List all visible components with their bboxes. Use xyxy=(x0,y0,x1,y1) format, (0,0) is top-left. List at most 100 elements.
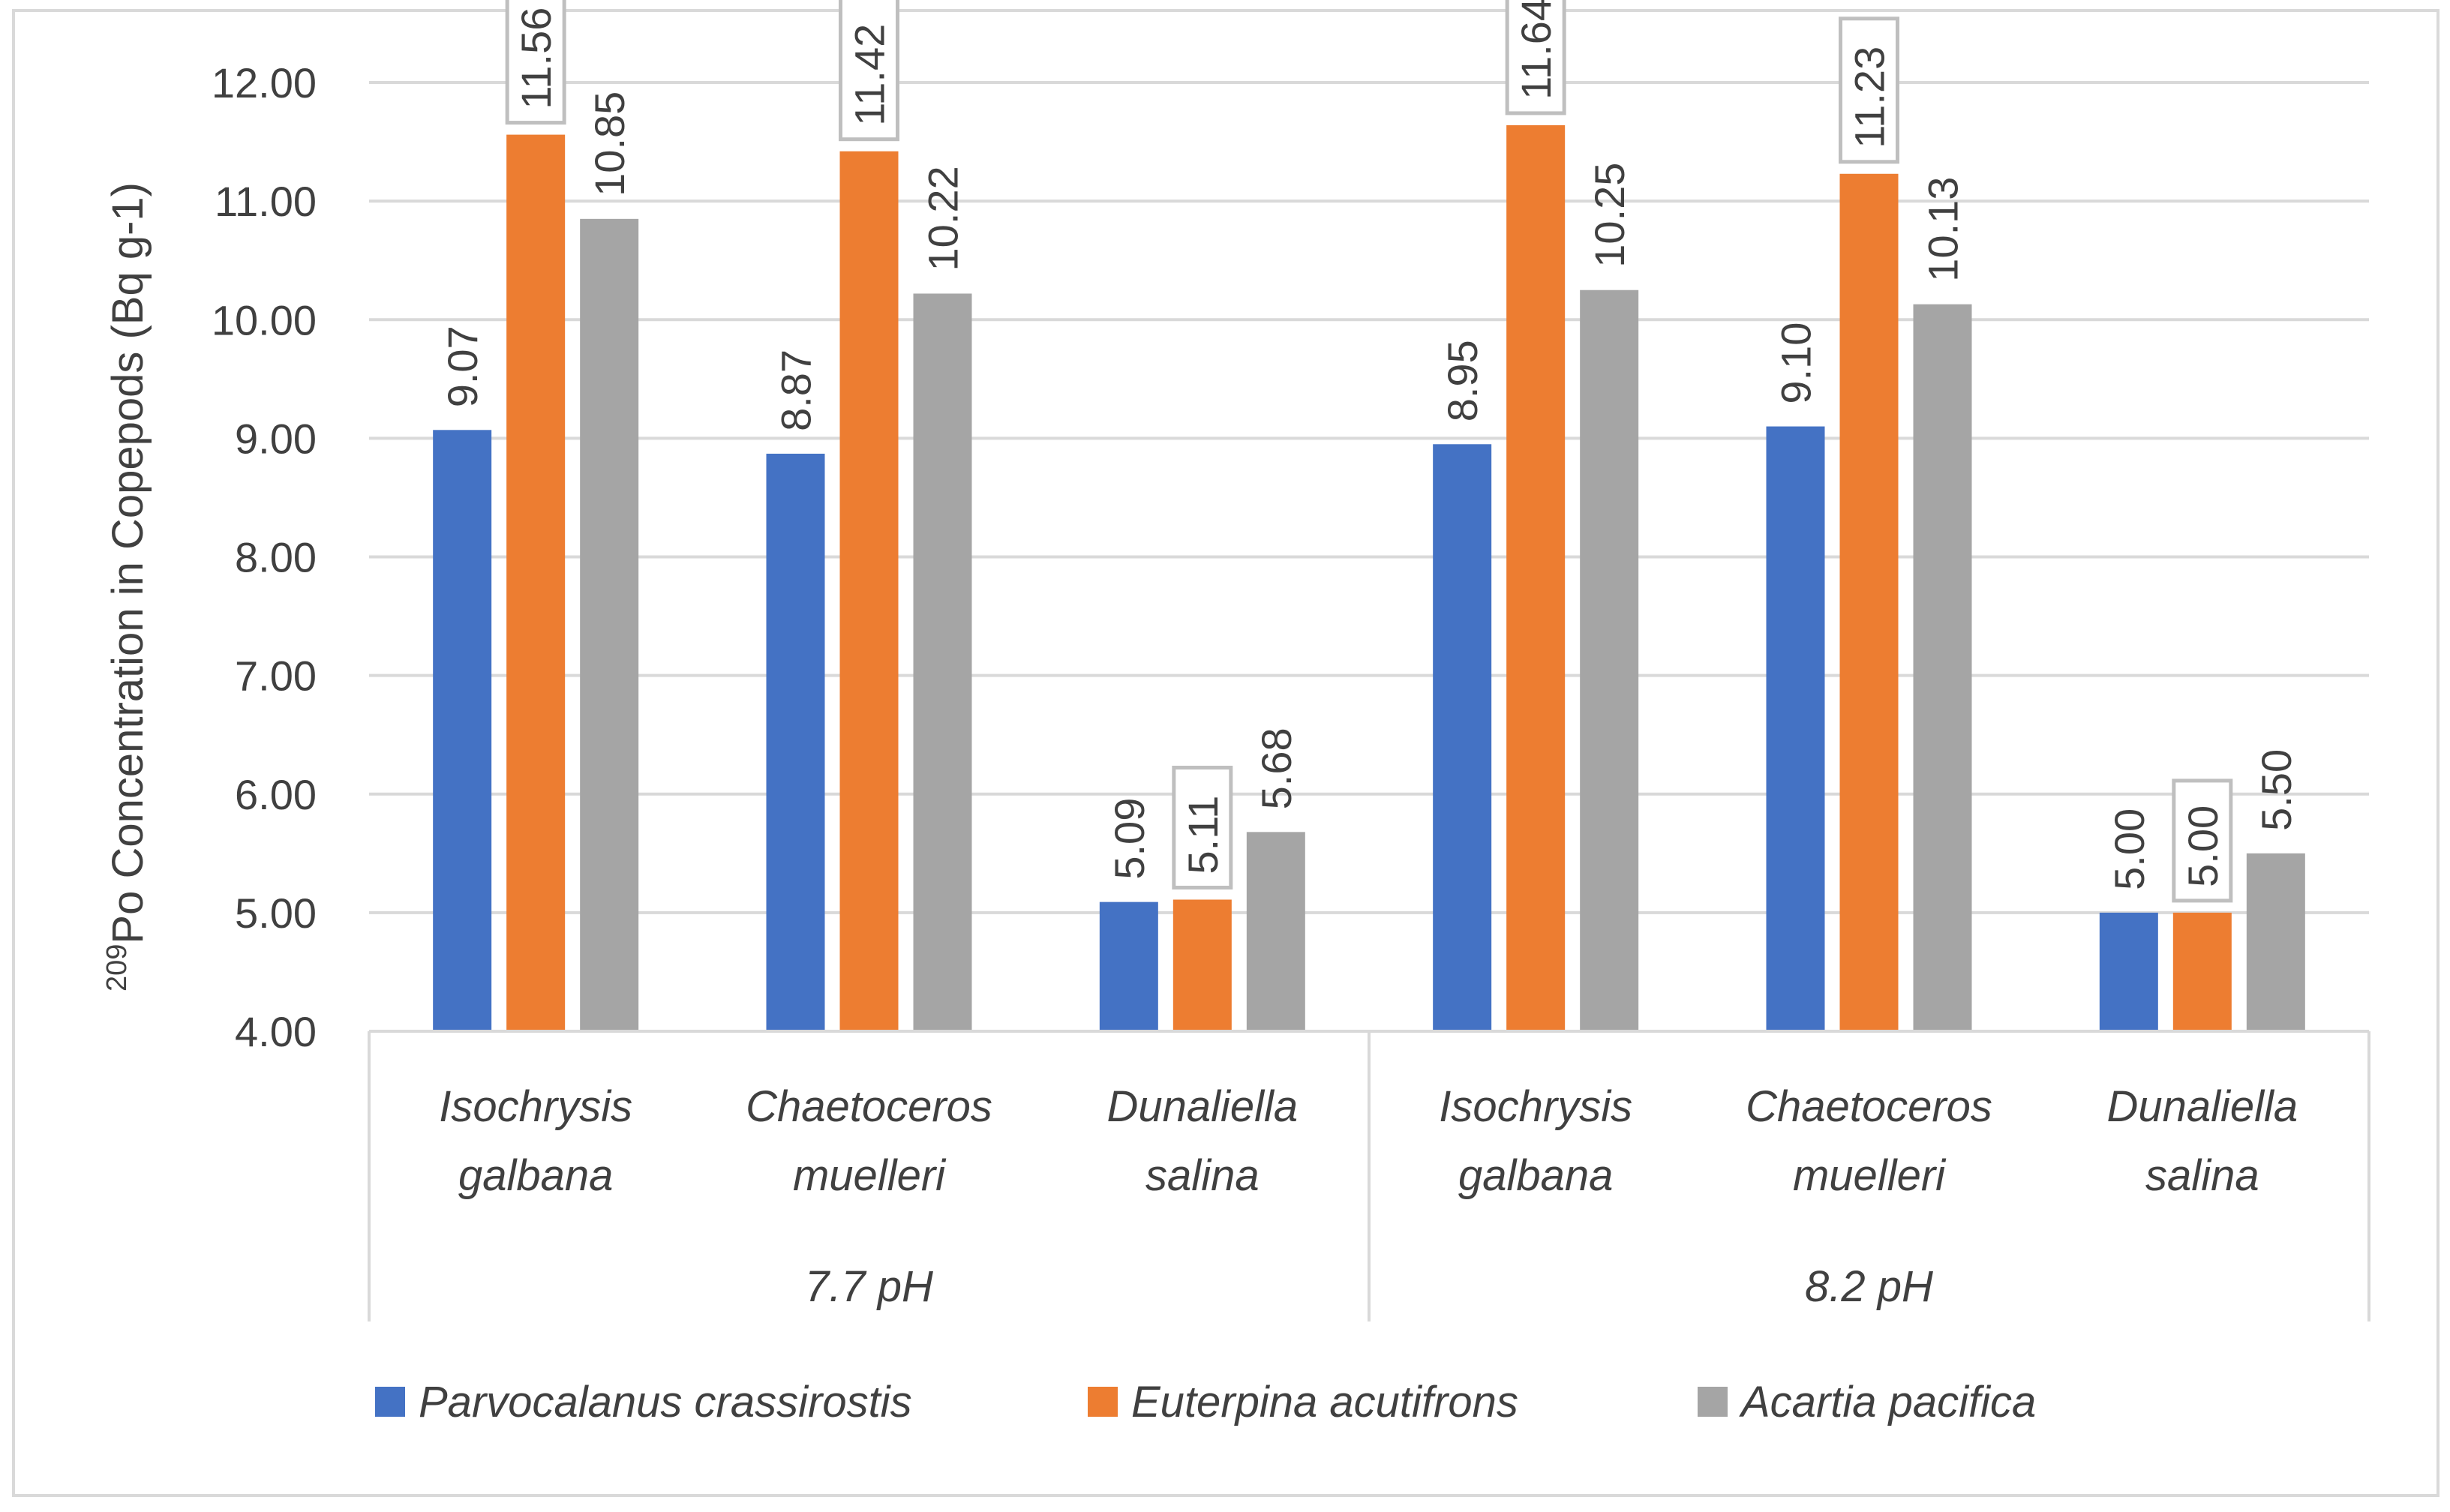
chart-frame xyxy=(12,9,2439,1497)
y-axis-title-text: Po Concentration in Copepods (Bq g-1) xyxy=(104,182,152,944)
data-label: 10.85 xyxy=(586,92,633,196)
data-label-group: 10.13 xyxy=(1920,177,1967,282)
legend-label: Parvocalanus crassirostis xyxy=(419,1378,912,1426)
bars xyxy=(433,124,2305,1032)
y-axis-title: 209Po Concentration in Copepods (Bq g-1) xyxy=(101,182,152,992)
data-label-group: 5.00 xyxy=(2106,808,2153,890)
legend: Parvocalanus crassirostis Euterpina acuti… xyxy=(375,1378,2036,1426)
bar xyxy=(839,151,899,1031)
x-category-label: salina xyxy=(2145,1151,2259,1200)
bar xyxy=(1172,899,1232,1031)
data-label-group: 8.95 xyxy=(1439,340,1486,422)
bar xyxy=(766,453,825,1031)
y-tick-label: 6.00 xyxy=(235,771,317,818)
y-tick-label: 8.00 xyxy=(235,534,317,581)
bar xyxy=(1099,902,1158,1031)
bar xyxy=(1433,444,1492,1031)
data-label-group: 9.10 xyxy=(1773,322,1820,404)
data-label-box xyxy=(2172,778,2233,903)
bar xyxy=(1766,426,1825,1031)
data-label: 11.56 xyxy=(512,8,560,110)
data-label-group: 10.85 xyxy=(586,92,633,196)
data-label-group: 5.68 xyxy=(1253,728,1300,809)
x-group-label: 7.7 pH xyxy=(805,1262,933,1311)
x-category-label: Isochrysis xyxy=(439,1082,632,1131)
legend-swatch xyxy=(1088,1387,1118,1417)
bar xyxy=(2172,912,2232,1031)
y-tick-label: 7.00 xyxy=(235,652,317,700)
bar xyxy=(580,218,639,1031)
bar xyxy=(1839,173,1899,1032)
data-label: 9.07 xyxy=(439,326,486,407)
data-label-box xyxy=(839,0,899,142)
data-label: 5.00 xyxy=(2106,808,2153,890)
data-label-group: 10.25 xyxy=(1586,163,1633,268)
data-label-box xyxy=(505,0,566,125)
data-label-group: 5.00 xyxy=(2172,778,2233,903)
y-axis-title-superscript: 209 xyxy=(101,944,133,992)
data-label-box xyxy=(1172,765,1233,890)
data-label: 11.23 xyxy=(1846,46,1893,148)
data-label: 8.87 xyxy=(773,350,820,431)
x-category-label: Chaetoceros xyxy=(746,1082,992,1131)
bar xyxy=(1246,832,1305,1031)
data-label-group: 10.22 xyxy=(920,166,967,271)
data-label-group: 9.07 xyxy=(439,326,486,407)
data-label: 10.22 xyxy=(920,166,967,271)
data-label-group: 11.23 xyxy=(1839,16,1899,164)
y-tick-label: 9.00 xyxy=(235,415,317,462)
y-tick-label: 5.00 xyxy=(235,890,317,937)
y-tick-label: 4.00 xyxy=(235,1008,317,1055)
y-tick-label: 10.00 xyxy=(212,296,317,344)
data-label-box xyxy=(1839,16,1899,164)
x-category-label: Dunaliella xyxy=(1106,1082,1298,1131)
x-category-label: salina xyxy=(1145,1151,1260,1200)
legend-label: Acartia pacifica xyxy=(1739,1378,2036,1426)
gridlines xyxy=(369,81,2369,914)
data-label: 8.95 xyxy=(1439,340,1486,422)
x-category-label: galbana xyxy=(1458,1151,1613,1200)
x-category-label: Isochrysis xyxy=(1439,1082,1632,1131)
data-label-group: 11.56 xyxy=(505,0,566,125)
bar xyxy=(506,134,566,1032)
data-label: 5.50 xyxy=(2253,749,2300,831)
x-category-label: muelleri xyxy=(793,1151,947,1200)
data-labels: 9.07 11.56 10.85 8.87 11.42 10.22 5.09 5.11 5.68… xyxy=(439,0,2300,903)
bar xyxy=(2099,912,2158,1031)
bar xyxy=(1506,124,1566,1031)
bar xyxy=(2246,853,2305,1031)
data-label: 5.00 xyxy=(2179,806,2226,887)
data-label-group: 5.11 xyxy=(1172,765,1233,890)
x-category-label: Chaetoceros xyxy=(1746,1082,1992,1131)
data-label: 10.13 xyxy=(1920,177,1967,282)
data-label: 11.64 xyxy=(1512,0,1560,100)
data-label-group: 8.87 xyxy=(773,350,820,431)
x-category-label: muelleri xyxy=(1793,1151,1947,1200)
data-label-group: 11.64 xyxy=(1505,0,1566,116)
data-label-group: 11.42 xyxy=(839,0,899,142)
bar xyxy=(1913,304,1972,1032)
y-tick-label: 11.00 xyxy=(215,178,317,225)
legend-label: Euterpina acutifrons xyxy=(1131,1378,1518,1426)
data-label: 5.11 xyxy=(1179,796,1227,874)
y-tick-label: 12.00 xyxy=(212,59,317,106)
data-label-group: 5.09 xyxy=(1106,798,1153,880)
x-category-label: Dunaliella xyxy=(2106,1082,2298,1131)
bar xyxy=(1580,290,1639,1031)
x-group-label: 8.2 pH xyxy=(1805,1262,1933,1311)
legend-swatch xyxy=(375,1387,405,1417)
data-label: 5.09 xyxy=(1106,798,1153,880)
x-category-label: galbana xyxy=(458,1151,613,1200)
data-label: 5.68 xyxy=(1253,728,1300,809)
bar xyxy=(433,430,492,1031)
bar xyxy=(913,293,972,1031)
data-label: 9.10 xyxy=(1773,322,1820,404)
data-label: 10.25 xyxy=(1586,163,1633,268)
data-label-group: 5.50 xyxy=(2253,749,2300,831)
data-label-box xyxy=(1505,0,1566,116)
data-label: 11.42 xyxy=(846,24,893,126)
axes: 4.00 5.00 6.00 7.00 8.00 9.00 10.00 11.00 12.00 2… xyxy=(101,59,2370,1322)
legend-swatch xyxy=(1698,1387,1728,1417)
